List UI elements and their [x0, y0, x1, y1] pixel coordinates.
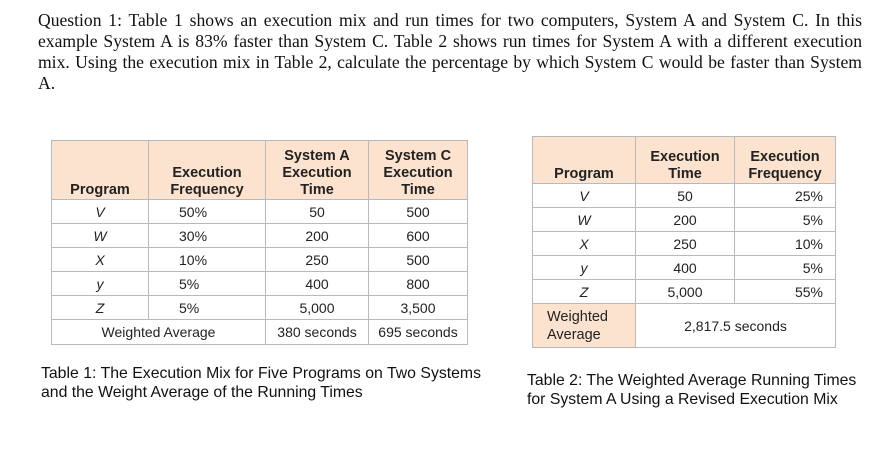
t1-frequency-cell: 5% — [148, 271, 266, 296]
t2-program-cell: Z — [532, 279, 636, 304]
t2-time-cell: 50 — [635, 183, 735, 208]
t2-header-time: Execution Time — [635, 136, 735, 184]
question-text: Question 1: Table 1 shows an execution m… — [38, 10, 862, 93]
table-row: V 50 25% — [532, 183, 836, 208]
table-row: X 250 10% — [532, 231, 836, 256]
t1-weighted-average-a: 380 seconds — [265, 319, 369, 345]
t2-program-cell: X — [532, 231, 636, 256]
t1-weighted-average-c: 695 seconds — [368, 319, 468, 345]
t1-system-a-cell: 250 — [265, 247, 369, 272]
t1-system-c-cell: 600 — [368, 223, 468, 248]
table-row: X 10% 250 500 — [51, 247, 468, 272]
t1-system-a-cell: 200 — [265, 223, 369, 248]
t1-system-a-cell: 50 — [265, 199, 369, 224]
t2-weighted-average-value: 2,817.5 seconds — [635, 303, 836, 348]
t2-frequency-cell: 5% — [734, 255, 836, 280]
table-row: y 5% 400 800 — [51, 271, 468, 296]
t1-system-c-cell: 3,500 — [368, 295, 468, 320]
table-2-caption: Table 2: The Weighted Average Running Ti… — [527, 372, 857, 408]
table-row: Z 5,000 55% — [532, 279, 836, 304]
t2-program-cell: V — [532, 183, 636, 208]
t2-time-cell: 250 — [635, 231, 735, 256]
t1-system-c-cell: 800 — [368, 271, 468, 296]
table-2: Program Execution Time Execution Frequency… — [532, 136, 836, 348]
t1-header-frequency: Execution Frequency — [148, 140, 266, 200]
t1-system-c-cell: 500 — [368, 199, 468, 224]
table-2-header-row: Program Execution Time Execution Frequency — [532, 136, 836, 184]
t2-time-cell: 5,000 — [635, 279, 735, 304]
t2-time-cell: 400 — [635, 255, 735, 280]
t2-time-cell: 200 — [635, 207, 735, 232]
t2-program-cell: W — [532, 207, 636, 232]
t2-weighted-average-row: Weighted Average 2,817.5 seconds — [532, 303, 836, 348]
t2-frequency-cell: 5% — [734, 207, 836, 232]
t1-frequency-cell: 50% — [148, 199, 266, 224]
table-row: W 30% 200 600 — [51, 223, 468, 248]
t1-system-a-cell: 400 — [265, 271, 369, 296]
t1-program-cell: V — [51, 199, 149, 224]
t1-frequency-cell: 10% — [148, 247, 266, 272]
t1-frequency-cell: 30% — [148, 223, 266, 248]
t1-system-c-cell: 500 — [368, 247, 468, 272]
table-row: Z 5% 5,000 3,500 — [51, 295, 468, 320]
t2-header-frequency: Execution Frequency — [734, 136, 836, 184]
t1-header-program: Program — [51, 140, 149, 200]
t2-program-cell: y — [532, 255, 636, 280]
table-1-header-row: Program Execution Frequency System A Execu… — [51, 140, 468, 200]
t1-header-system-a: System A Execution Time — [265, 140, 369, 200]
t2-header-program: Program — [532, 136, 636, 184]
t1-weighted-average-row: Weighted Average 380 seconds 695 seconds — [51, 319, 468, 345]
table-1: Program Execution Frequency System A Execu… — [51, 140, 468, 345]
t1-program-cell: y — [51, 271, 149, 296]
t2-weighted-average-label: Weighted Average — [532, 303, 636, 348]
t1-system-a-cell: 5,000 — [265, 295, 369, 320]
t1-program-cell: X — [51, 247, 149, 272]
table-row: y 400 5% — [532, 255, 836, 280]
t1-frequency-cell: 5% — [148, 295, 266, 320]
t2-frequency-cell: 10% — [734, 231, 836, 256]
t2-frequency-cell: 25% — [734, 183, 836, 208]
table-row: V 50% 50 500 — [51, 199, 468, 224]
t1-weighted-average-label: Weighted Average — [51, 319, 266, 345]
table-row: W 200 5% — [532, 207, 836, 232]
t1-header-system-c: System C Execution Time — [368, 140, 468, 200]
t2-frequency-cell: 55% — [734, 279, 836, 304]
table-1-caption: Table 1: The Execution Mix for Five Prog… — [41, 365, 481, 401]
t1-program-cell: W — [51, 223, 149, 248]
t1-program-cell: Z — [51, 295, 149, 320]
